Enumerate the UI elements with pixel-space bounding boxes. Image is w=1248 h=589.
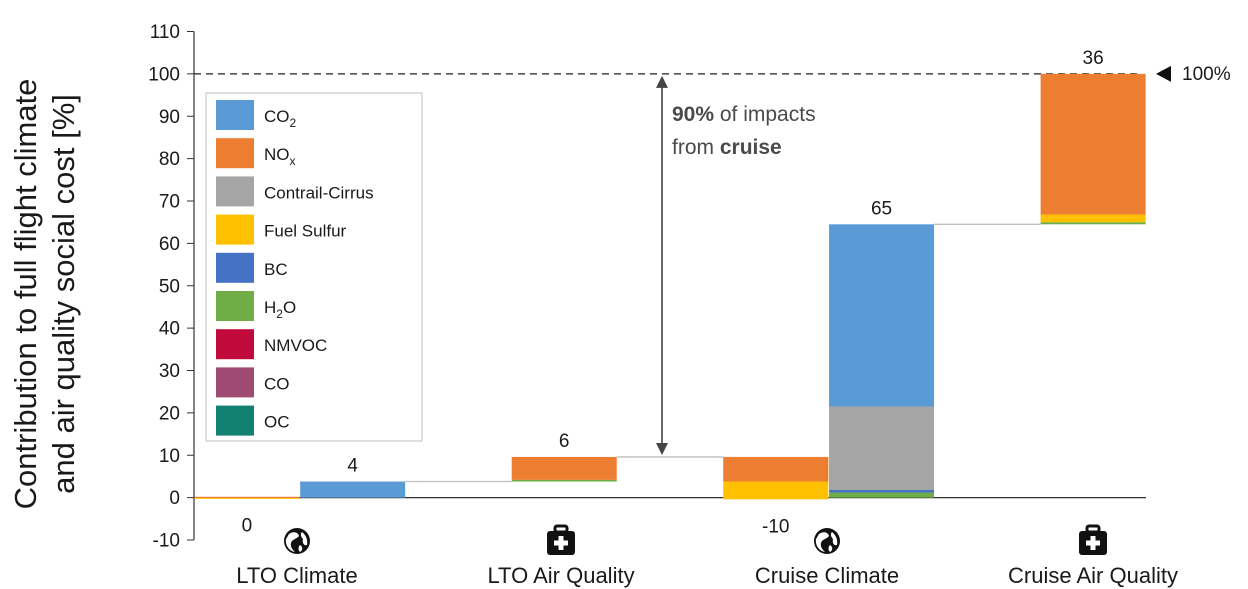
bar-value-label: 65 [871,198,892,219]
bar-segment-bc [829,489,935,493]
annotation-line2: from cruise [672,136,782,159]
legend-swatch-sulfur [216,214,254,245]
legend-text: NO [264,145,290,164]
category-label: Cruise Air Quality [1008,563,1178,588]
category-label: Cruise Climate [755,563,899,588]
legend-label-co: CO [264,374,290,393]
bar-segment-co2 [829,224,935,407]
bar-value-label: 0 [242,515,253,536]
legend-label-nox: NOx [264,145,296,168]
annotation-text2: from [672,136,720,159]
y-tick-label: 20 [159,403,180,424]
legend-swatch-co2 [216,100,254,130]
kit-cross-horizontal [1086,540,1100,546]
legend-text: BC [264,260,288,279]
bar-segment-nox [723,456,829,482]
legend-subscript: 2 [276,307,283,321]
y-axis-label-line1: Contribution to full flight climate [8,79,43,510]
annotation-line1: 90% of impacts [672,103,816,126]
globe-icon [284,528,310,554]
y-tick-label: 90 [159,107,180,128]
bar-segment-nox [194,496,300,498]
legend-label-nmvoc: NMVOC [264,336,327,355]
y-tick-label: 30 [159,361,180,382]
legend-swatch-contrail [216,176,254,207]
y-tick-label: -10 [153,531,180,552]
reference-label: 100% [1182,64,1231,85]
bar-segment-co2 [300,481,406,498]
legend-text: Fuel Sulfur [264,222,347,241]
y-tick-label: 60 [159,234,180,255]
annotation-arrow-head-bottom [656,442,668,455]
globe-continent [815,532,829,552]
bar-segment-h2o [829,492,935,498]
globe-continent [285,532,299,552]
globe-continent [300,532,308,546]
bar-segment-sulfur [723,481,829,500]
legend-label-oc: OC [264,413,290,432]
category-label: LTO Air Quality [487,563,634,588]
medical-kit-icon [547,524,575,555]
bar-value-label: 6 [559,431,570,452]
legend-label-h2o: H2O [264,298,296,321]
bar-segment-h2o [511,479,617,482]
legend-text: NMVOC [264,336,327,355]
legend-text: CO [264,374,290,393]
annotation-text1: of impacts [714,103,816,126]
bars-layer [194,73,1146,500]
legend-swatch-oc [216,405,254,436]
legend-label-sulfur: Fuel Sulfur [264,222,347,241]
y-tick-label: 40 [159,319,180,340]
y-tick-label: 70 [159,192,180,213]
globe-continent [828,545,833,552]
legend-text-tail: O [283,298,296,317]
medical-kit-icon [1079,524,1107,555]
y-axis-label-line2: and air quality social cost [%] [46,94,81,494]
y-tick-label: 80 [159,149,180,170]
y-tick-label: 110 [150,22,180,43]
labels-layer: 0 4 6 -10 65 36 LTO Climate LTO Air Quality Crui… [236,48,1178,588]
bar-segment-sulfur [194,497,300,499]
legend-label-contrail: Contrail-Cirrus [264,183,374,202]
annotation-arrow-head-top [656,75,668,88]
legend-swatch-nmvoc [216,329,254,360]
y-tick-label: 100 [148,64,180,85]
legend-text: H [264,298,276,317]
legend-text: CO [264,107,290,126]
legend-text: OC [264,413,290,432]
legend-swatch-bc [216,252,254,283]
legend-swatch-h2o [216,291,254,321]
bar-value-label: 36 [1083,48,1104,69]
bar-value-label: -10 [762,516,789,537]
y-tick-label: 10 [159,446,180,467]
globe-continent [830,532,838,546]
y-tick-label: 50 [159,276,180,297]
legend-swatch-co [216,367,254,398]
bar-segment-sulfur [1040,214,1146,223]
legend-subscript: 2 [290,116,297,130]
globe-continent [298,545,303,552]
legend-label-bc: BC [264,260,288,279]
category-label: LTO Climate [236,563,357,588]
reference-marker-triangle [1156,65,1171,82]
globe-icon [814,528,840,554]
legend-subscript: x [290,154,296,168]
kit-cross-horizontal [554,540,568,546]
bar-segment-h2o [1040,222,1146,225]
legend-label-co2: CO2 [264,107,297,130]
bar-segment-nox [1040,73,1146,215]
bar-value-label: 4 [347,456,358,477]
bar-segment-nox [511,456,617,480]
legend-text: Contrail-Cirrus [264,183,374,202]
bar-segment-contrail [829,406,935,490]
annotation-bold-percent: 90% [672,103,714,126]
annotation-bold-cruise: cruise [720,136,782,159]
y-tick-label: 0 [169,488,180,509]
legend-swatch-nox [216,138,254,169]
